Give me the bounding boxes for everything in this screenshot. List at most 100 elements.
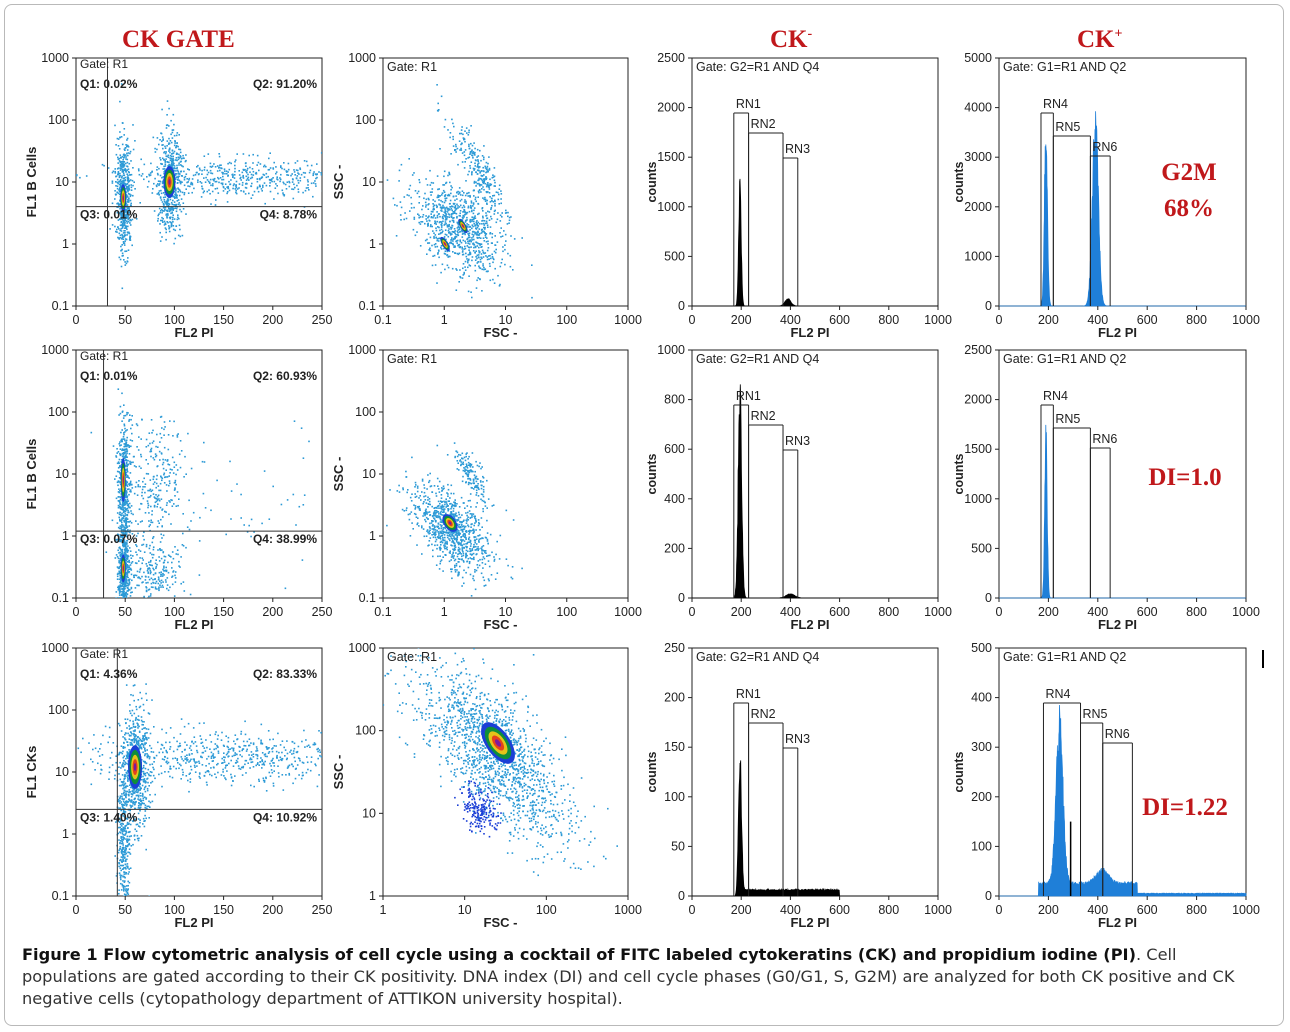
- g2-population: [173, 196, 175, 198]
- scatter-population: [453, 210, 456, 213]
- scatter-population: [489, 196, 491, 198]
- diffuse-population: [150, 449, 152, 451]
- upper-population: [119, 465, 121, 467]
- diffuse-population: [171, 469, 173, 471]
- upper-population: [127, 412, 129, 414]
- g2-population: [177, 170, 179, 173]
- upper-population: [126, 429, 128, 431]
- scatter-population: [449, 206, 452, 208]
- scatter-population: [430, 213, 432, 215]
- upper-population: [127, 509, 129, 512]
- scatter-population: [445, 213, 448, 215]
- scatter-events: [268, 518, 271, 520]
- spread-population: [277, 192, 279, 195]
- upper-population: [126, 526, 128, 529]
- scatter-events: [216, 479, 218, 482]
- scatter-tail: [484, 182, 487, 185]
- spread-population: [316, 163, 318, 165]
- upper-population: [120, 440, 123, 443]
- scatter-tail: [478, 166, 480, 168]
- scatter-population: [467, 516, 469, 518]
- spread-population: [324, 170, 326, 172]
- scatter-population: [418, 505, 420, 508]
- spread-population: [160, 189, 162, 192]
- diffuse-population: [147, 473, 150, 475]
- scatter-population: [418, 179, 420, 181]
- upper-population: [121, 524, 123, 527]
- scatter-population: [430, 194, 432, 196]
- upper-population: [117, 506, 120, 509]
- lower-population: [129, 567, 132, 570]
- spread-population: [132, 194, 134, 197]
- scatter-tail: [450, 153, 452, 155]
- scatter-population: [424, 192, 426, 195]
- spread-population: [250, 185, 253, 188]
- scatter-population: [399, 201, 402, 203]
- scatter-population: [467, 205, 470, 208]
- g1-population: [118, 228, 120, 230]
- g1-population: [117, 192, 120, 195]
- g2-population: [157, 217, 159, 220]
- diffuse-population: [161, 427, 163, 429]
- spread-population: [133, 181, 135, 183]
- spread-population: [214, 180, 217, 183]
- g2-population: [164, 145, 166, 148]
- diffuse-low-population: [178, 560, 180, 563]
- scatter-population: [464, 247, 467, 250]
- lower-population: [118, 540, 121, 543]
- g2-population: [179, 204, 181, 206]
- x-tick-label: 600: [1137, 313, 1158, 327]
- g1-population: [130, 189, 133, 191]
- scatter-population: [454, 212, 456, 214]
- upper-population: [126, 470, 129, 472]
- diffuse-low-population: [146, 569, 149, 572]
- spread-population: [239, 177, 241, 180]
- scatter-population: [490, 242, 493, 244]
- diffuse-low-population: [154, 586, 157, 588]
- g2-population: [169, 221, 171, 223]
- scatter-tail: [479, 171, 482, 173]
- upper-population: [117, 586, 119, 589]
- diffuse-population: [151, 521, 154, 524]
- upper-population: [121, 504, 124, 507]
- scatter-population: [477, 254, 480, 256]
- diffuse-population: [135, 481, 138, 484]
- scatter-tail: [455, 143, 457, 146]
- upper-population: [125, 509, 128, 511]
- scatter-population: [469, 239, 472, 241]
- scatter-population: [484, 252, 487, 254]
- scatter-population: [437, 240, 440, 242]
- upper-population: [126, 539, 129, 542]
- g1-population: [120, 186, 122, 188]
- diffuse-population: [167, 463, 169, 466]
- g1-population: [121, 216, 124, 218]
- spread-population: [315, 173, 317, 176]
- scatter-tail: [510, 235, 512, 237]
- scatter-tail: [482, 180, 484, 183]
- spread-population: [307, 180, 309, 183]
- scatter-population: [408, 158, 410, 160]
- diffuse-population: [157, 503, 159, 505]
- g1-population: [121, 234, 124, 237]
- upper-population: [121, 455, 124, 458]
- scatter-population: [467, 511, 469, 514]
- diffuse-population: [150, 455, 152, 458]
- upper-population: [132, 513, 134, 516]
- spread-population: [249, 171, 251, 173]
- g1-population: [127, 225, 129, 228]
- diffuse-population: [147, 502, 149, 505]
- scatter-population: [445, 214, 447, 217]
- scatter-population: [440, 209, 442, 212]
- upper-population: [124, 427, 126, 430]
- scatter-population: [438, 221, 441, 224]
- y-tick-label: 1000: [41, 343, 69, 357]
- lower-population: [123, 553, 125, 555]
- diffuse-low-population: [142, 599, 144, 601]
- diffuse-population: [159, 541, 162, 543]
- diffuse-population: [183, 476, 185, 478]
- spread-population: [299, 168, 302, 171]
- scatter-population: [433, 518, 436, 520]
- g2-population: [159, 159, 162, 161]
- g2-population: [158, 190, 161, 192]
- g2-population: [172, 199, 174, 202]
